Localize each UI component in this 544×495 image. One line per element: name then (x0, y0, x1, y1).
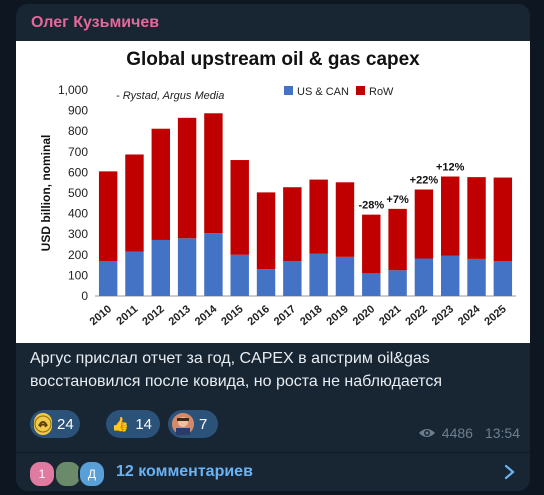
message-meta: 4486 13:54 (418, 425, 520, 441)
x-tick-label: 2015 (219, 303, 245, 328)
commenter-avatar: Д (78, 460, 106, 488)
x-tick-label: 2017 (272, 303, 298, 328)
chevron-right-icon (504, 464, 515, 480)
y-tick-label: 900 (68, 104, 88, 118)
y-tick-label: 600 (68, 165, 88, 179)
comments-button[interactable]: 1 Д 12 комментариев (16, 454, 530, 491)
bar-us-can-2012 (151, 239, 170, 296)
x-tick-label: 2022 (403, 303, 429, 328)
bar-row-2024 (467, 177, 486, 259)
author-name[interactable]: Олег Кузьмичев (31, 14, 160, 31)
y-tick-label: 400 (68, 207, 88, 221)
reaction-coin[interactable]: 24 (30, 410, 80, 438)
post-time: 13:54 (484, 425, 520, 441)
y-tick-label: 300 (68, 227, 88, 241)
bar-us-can-2016 (256, 269, 276, 296)
bar-us-can-2018 (309, 253, 328, 296)
source-note: - Rystad, Argus Media (116, 90, 224, 102)
bar-us-can-2010 (98, 260, 118, 296)
bar-row-2016 (256, 192, 276, 270)
bar-us-can-2013 (177, 238, 197, 296)
reaction-thumbs-up[interactable]: 👍 14 (106, 410, 160, 438)
y-tick-label: 500 (68, 186, 88, 200)
x-tick-label: 2010 (88, 303, 114, 328)
x-tick-label: 2016 (245, 303, 271, 328)
legend-swatch-us-can (284, 86, 293, 95)
bar-us-can-2022 (414, 258, 434, 296)
annotation-label: +12% (436, 162, 465, 174)
bar-us-can-2015 (230, 254, 249, 296)
bar-us-can-2011 (125, 251, 144, 296)
y-axis-label: USD billion, nominal (39, 135, 53, 252)
bar-us-can-2025 (493, 260, 513, 296)
bar-row-2023 (441, 176, 460, 256)
annotation-label: +7% (386, 194, 409, 206)
bar-us-can-2014 (204, 233, 223, 296)
bar-row-2017 (283, 187, 302, 261)
y-tick-label: 200 (68, 248, 88, 262)
bar-row-2018 (309, 179, 328, 254)
x-tick-label: 2018 (298, 303, 324, 328)
x-tick-label: 2014 (193, 303, 220, 328)
bar-row-2010 (98, 171, 118, 261)
coin-logo-icon (34, 413, 52, 435)
commenter-avatar: 1 (28, 460, 56, 488)
y-tick-label: 1,000 (58, 83, 88, 97)
legend-label-row: RoW (369, 86, 394, 98)
bar-row-2011 (125, 154, 144, 252)
x-tick-label: 2019 (324, 303, 350, 328)
commenter-avatar (54, 460, 82, 488)
bar-us-can-2017 (283, 260, 302, 296)
x-tick-label: 2020 (351, 303, 377, 328)
message-bubble: Олег Кузьмичев Global upstream oil & gas… (16, 4, 530, 491)
bar-row-2019 (335, 182, 355, 257)
legend-swatch-row (356, 86, 365, 95)
y-tick-label: 700 (68, 145, 88, 159)
bar-row-2022 (414, 189, 434, 259)
annotation-label: +22% (410, 174, 439, 186)
capex-chart: Global upstream oil & gas capex USD billi… (39, 49, 516, 328)
reaction-count: 7 (199, 415, 208, 433)
chart-title: Global upstream oil & gas capex (126, 49, 420, 70)
eye-icon (418, 429, 435, 437)
view-count: 4486 (441, 425, 473, 441)
reaction-person[interactable]: 7 (168, 410, 218, 438)
x-tick-label: 2012 (140, 303, 166, 328)
bar-us-can-2021 (388, 270, 407, 296)
comments-count-label: 12 комментариев (116, 463, 253, 480)
bar-row-2015 (230, 160, 249, 255)
reaction-count: 24 (57, 415, 74, 433)
person-avatar-icon (172, 413, 194, 435)
chart-image[interactable]: Global upstream oil & gas capex USD billi… (16, 41, 530, 343)
bar-us-can-2020 (362, 273, 381, 296)
legend-label-us-can: US & CAN (297, 86, 349, 98)
y-tick-label: 800 (68, 124, 88, 138)
x-tick-label: 2013 (167, 303, 193, 328)
message-text: Аргус прислал отчет за год, CAPEX в апст… (30, 350, 442, 390)
bar-us-can-2023 (441, 255, 460, 296)
bar-us-can-2019 (335, 256, 355, 296)
thumbs-up-icon: 👍 (111, 415, 129, 432)
divider (16, 452, 530, 453)
x-tick-label: 2021 (377, 303, 403, 328)
bar-row-2020 (362, 214, 381, 274)
bar-row-2021 (388, 208, 407, 271)
bar-us-can-2024 (467, 258, 486, 296)
bar-row-2014 (204, 113, 223, 234)
bar-row-2013 (177, 117, 197, 239)
bar-row-2012 (151, 128, 170, 240)
x-tick-label: 2011 (114, 303, 140, 328)
y-tick-label: 0 (81, 289, 88, 303)
x-tick-label: 2025 (482, 303, 508, 328)
reaction-count: 14 (135, 415, 152, 433)
y-tick-label: 100 (68, 268, 88, 282)
annotation-label: -28% (358, 200, 384, 212)
x-tick-label: 2024 (456, 303, 483, 328)
x-tick-label: 2023 (430, 303, 456, 328)
bar-row-2025 (493, 177, 513, 261)
